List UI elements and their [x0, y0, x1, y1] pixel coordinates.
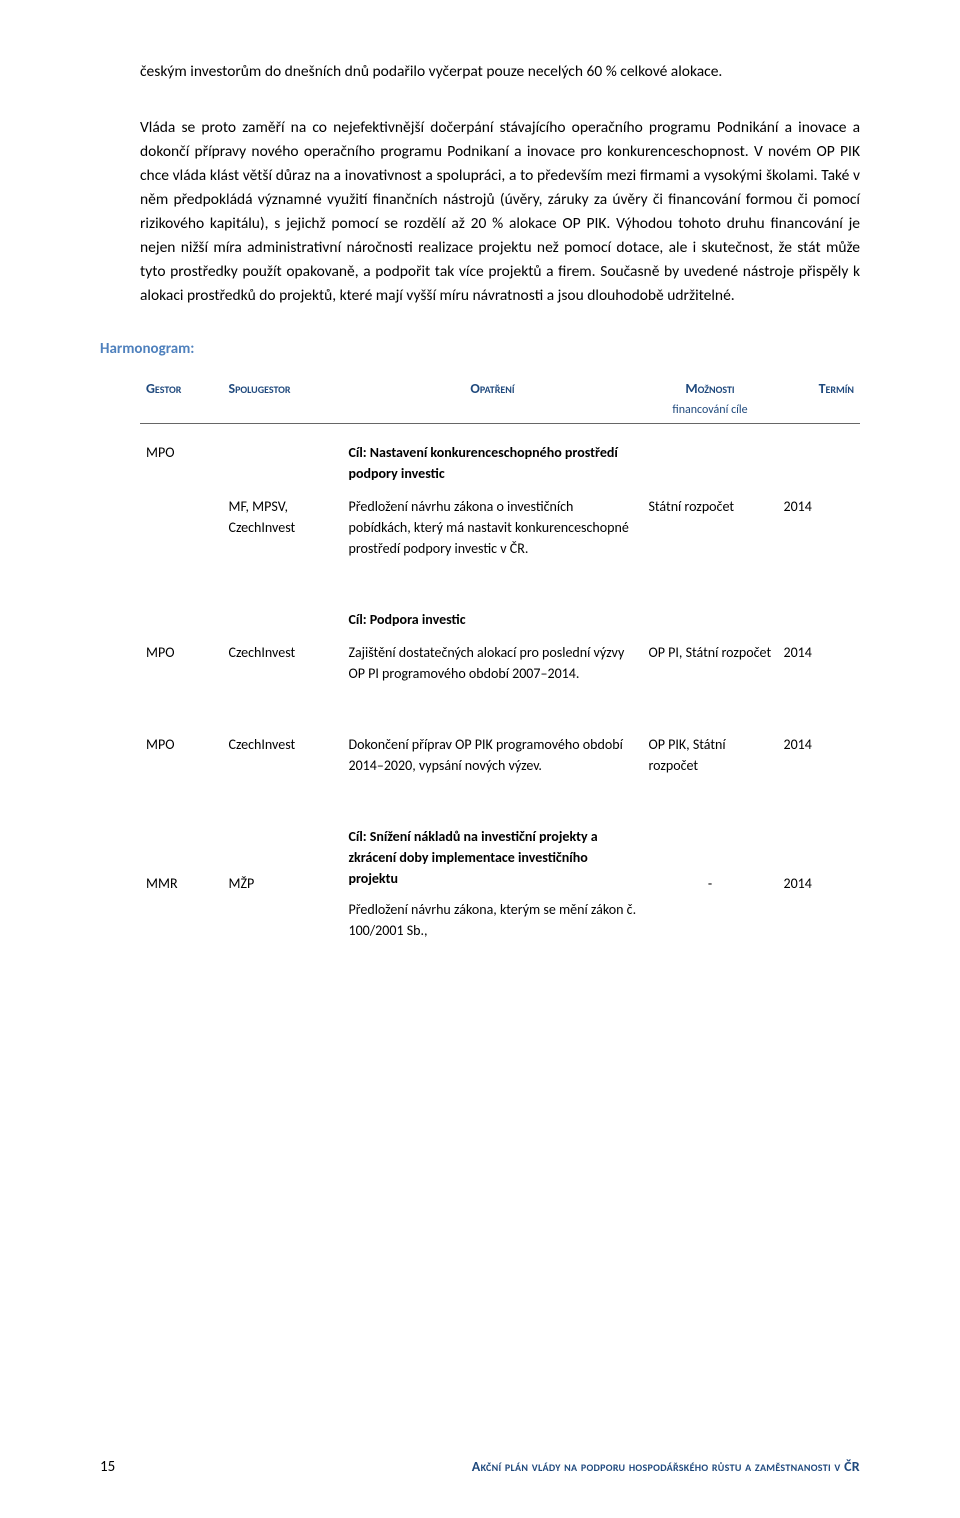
table-header-row: Gestor Spolugestor Opatření Možnosti Ter…: [140, 376, 860, 403]
cell-spolu: MF, MPSV, CzechInvest: [222, 490, 342, 565]
cell-opatreni: Zajištění dostatečných alokací pro posle…: [342, 636, 642, 690]
cell-moznosti: OP PI, Státní rozpočet: [642, 636, 777, 690]
cell-moznosti: OP PIK, Státní rozpočet: [642, 690, 777, 782]
th-opatreni: Opatření: [342, 376, 642, 403]
table-row: Cíl: Podpora investic: [140, 565, 860, 636]
paragraph-1: českým investorům do dnešních dnů podaři…: [140, 60, 860, 84]
th-moznosti-sub: financování cíle: [642, 403, 777, 424]
schedule-table: Gestor Spolugestor Opatření Možnosti Ter…: [140, 376, 860, 947]
cell-moznosti: [642, 436, 777, 490]
cell-termin: 2014: [777, 690, 860, 782]
cell-opatreni-text: Předložení návrhu zákona, kterým se mění…: [348, 889, 636, 941]
cell-termin: 2014: [777, 490, 860, 565]
cell-moznosti: [642, 565, 777, 636]
cell-opatreni: Dokončení příprav OP PIK programového ob…: [342, 690, 642, 782]
page-number: 15: [100, 1458, 140, 1476]
harmonogram-heading: Harmonogram:: [100, 340, 860, 358]
th-spolugestor: Spolugestor: [222, 376, 342, 403]
th-termin: Termín: [777, 376, 860, 403]
table-row: MMR MŽP Cíl: Snížení nákladů na investič…: [140, 782, 860, 947]
cell-spolu: [222, 565, 342, 636]
table-divider: [140, 424, 860, 437]
table-row: MPO Cíl: Nastavení konkurenceschopného p…: [140, 436, 860, 490]
cell-termin: [777, 436, 860, 490]
table-row: MPO CzechInvest Dokončení příprav OP PIK…: [140, 690, 860, 782]
cell-gestor: MPO: [140, 690, 222, 782]
cell-gestor: [140, 490, 222, 565]
cell-spolu: CzechInvest: [222, 636, 342, 690]
th-moznosti: Možnosti: [642, 376, 777, 403]
cell-termin: 2014: [777, 782, 860, 947]
cell-opatreni: Cíl: Nastavení konkurenceschopného prost…: [342, 436, 642, 490]
cell-gestor: MPO: [140, 636, 222, 690]
cell-spolu: [222, 436, 342, 490]
table-row: MF, MPSV, CzechInvest Předložení návrhu …: [140, 490, 860, 565]
table-subheader-row: financování cíle: [140, 403, 860, 424]
cell-moznosti: Státní rozpočet: [642, 490, 777, 565]
cell-spolu: CzechInvest: [222, 690, 342, 782]
table-row: MPO CzechInvest Zajištění dostatečných a…: [140, 636, 860, 690]
cell-gestor: MPO: [140, 436, 222, 490]
paragraph-2: Vláda se proto zaměří na co nejefektivně…: [140, 116, 860, 308]
cell-termin: [777, 565, 860, 636]
cell-opatreni: Předložení návrhu zákona o investičních …: [342, 490, 642, 565]
cell-termin: 2014: [777, 636, 860, 690]
cell-gestor: [140, 565, 222, 636]
page-footer: 15 Akční plán vlády na podporu hospodářs…: [0, 1458, 960, 1476]
cell-opatreni-bold: Cíl: Snížení nákladů na investiční proje…: [348, 826, 636, 889]
cell-opatreni: Cíl: Snížení nákladů na investiční proje…: [342, 782, 642, 947]
cell-gestor: MMR: [140, 782, 222, 947]
th-gestor: Gestor: [140, 376, 222, 403]
footer-text: Akční plán vlády na podporu hospodářskéh…: [140, 1458, 860, 1475]
cell-spolu: MŽP: [222, 782, 342, 947]
cell-moznosti: -: [642, 782, 777, 947]
cell-opatreni: Cíl: Podpora investic: [342, 565, 642, 636]
